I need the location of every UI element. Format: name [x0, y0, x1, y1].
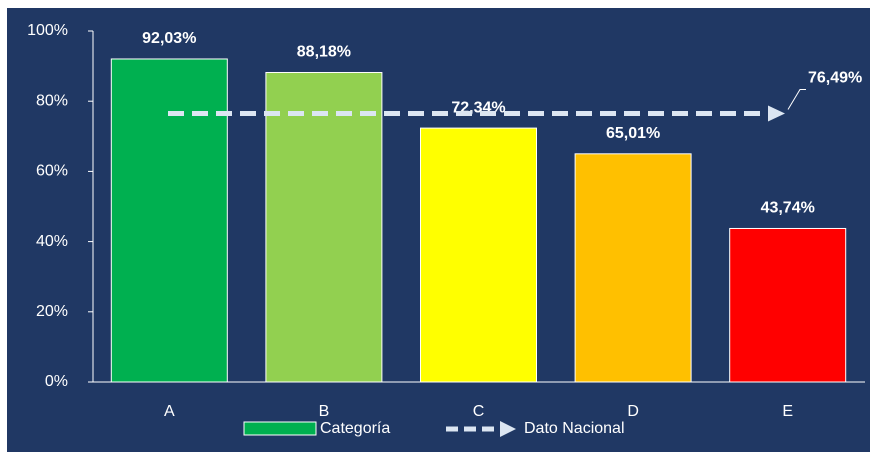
bar	[265, 71, 383, 383]
reference-label: 76,49%	[808, 70, 862, 87]
bar	[729, 227, 847, 383]
y-tick-label: 40%	[36, 233, 68, 250]
data-label: 88,18%	[297, 44, 351, 61]
bar	[574, 153, 692, 383]
y-tick-label: 60%	[36, 163, 68, 180]
y-tick-label: 100%	[27, 22, 68, 39]
x-tick-label: A	[164, 403, 175, 420]
data-label: 65,01%	[606, 125, 660, 142]
legend-swatch	[243, 421, 317, 436]
reference-arrow	[768, 105, 785, 122]
reference-leader	[787, 89, 806, 110]
x-tick-label: C	[473, 403, 485, 420]
x-tick-label: E	[782, 403, 793, 420]
y-tick-label: 20%	[36, 303, 68, 320]
x-tick-label: B	[319, 403, 330, 420]
data-label: 43,74%	[761, 200, 815, 217]
legend-label: Categoría	[320, 420, 390, 437]
legend-arrow	[500, 421, 516, 437]
x-tick-label: D	[627, 403, 639, 420]
legend-label: Dato Nacional	[524, 420, 625, 437]
data-label: 92,03%	[142, 30, 196, 47]
bar	[420, 127, 537, 383]
bar	[110, 58, 228, 383]
y-tick-label: 80%	[36, 92, 68, 109]
y-tick-label: 0%	[45, 373, 68, 390]
